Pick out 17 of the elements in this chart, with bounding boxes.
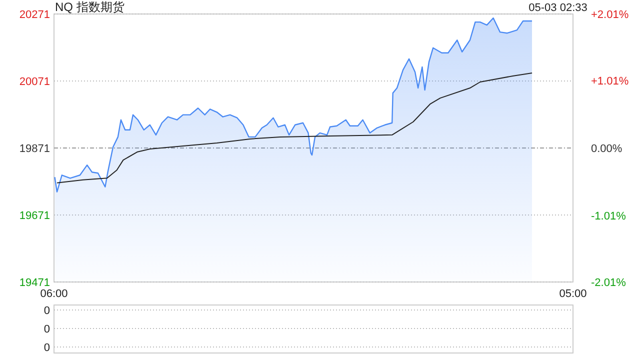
text: 0 <box>44 305 50 317</box>
chart-title: NQ 指数期货 <box>55 0 124 14</box>
text: 0 <box>44 324 50 336</box>
y2-tick-label: 0.00% <box>591 143 622 155</box>
y-tick-label: 20271 <box>19 9 50 21</box>
y2-tick-label: +1.01% <box>591 76 629 88</box>
annotation: 05-03 02:33 <box>528 2 588 14</box>
y-tick-label: 19671 <box>19 210 50 222</box>
y2-tick-label: +2.01% <box>591 9 629 21</box>
y-tick-label: 20071 <box>19 76 50 88</box>
y-tick-label: 19871 <box>19 143 50 155</box>
x-tick-label: 06:00 <box>40 288 68 300</box>
y-tick-label: 19471 <box>19 277 50 289</box>
y2-tick-label: -1.01% <box>591 210 626 222</box>
text: 0 <box>44 342 50 354</box>
x-tick-label: 05:00 <box>559 288 587 300</box>
y2-tick-label: -2.01% <box>591 277 626 289</box>
